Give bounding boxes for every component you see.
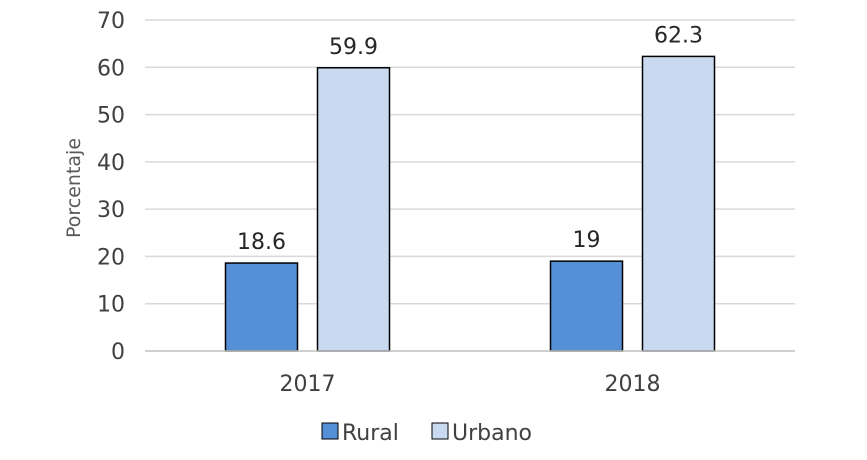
data-label: 18.6: [237, 230, 286, 255]
x-axis-categories: 2017 2018: [280, 372, 661, 397]
data-label: 62.3: [654, 23, 703, 48]
bar-rural-2018: [549, 260, 624, 352]
y-tick-label: 10: [97, 293, 125, 318]
y-tick-label: 70: [97, 9, 125, 34]
y-tick-label: 60: [97, 56, 125, 81]
bar-urbano-2018: [641, 55, 716, 352]
legend: Rural Urbano: [321, 421, 532, 446]
legend-label-urbano: Urbano: [452, 421, 532, 446]
bar-urbano-2017: [316, 67, 391, 352]
y-tick-label: 50: [97, 104, 125, 129]
y-tick-label: 20: [97, 245, 125, 270]
legend-label-rural: Rural: [342, 421, 399, 446]
legend-swatch-rural: [321, 422, 339, 440]
bar-rural-2017: [224, 262, 299, 352]
data-labels: 18.6 59.9 19 62.3: [237, 23, 703, 255]
x-category-label: 2018: [605, 372, 661, 397]
y-axis-label: Porcentaje: [63, 138, 85, 238]
gridlines: [145, 19, 795, 305]
x-category-label: 2017: [280, 372, 336, 397]
legend-swatch-urbano: [431, 422, 449, 440]
y-tick-label: 30: [97, 198, 125, 223]
data-label: 59.9: [329, 35, 378, 60]
bars: [224, 55, 716, 352]
y-axis-ticks: 0 10 20 30 40 50 60 70: [97, 9, 125, 365]
data-label: 19: [573, 228, 601, 253]
y-tick-label: 0: [111, 340, 125, 365]
y-tick-label: 40: [97, 151, 125, 176]
